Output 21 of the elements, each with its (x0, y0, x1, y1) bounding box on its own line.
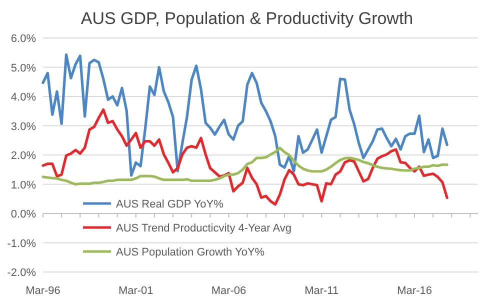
chart-title: AUS GDP, Population & Productivity Growth (80, 9, 414, 28)
line-series (42, 53, 448, 177)
y-tick-label: -1.0% (7, 238, 36, 250)
x-tick-label: Mar-96 (26, 285, 60, 297)
x-tick-label: Mar-01 (118, 285, 154, 297)
line-series (42, 108, 448, 206)
y-tick-label: 1.0% (10, 179, 36, 192)
x-tick-label: Mar-11 (304, 285, 339, 297)
y-tick-label: 4.0% (10, 92, 36, 104)
y-tick-label: 2.0% (10, 150, 36, 162)
legend-label: AUS Population Growth YoY% (116, 246, 265, 258)
x-tick-label: Mar-16 (397, 285, 432, 297)
legend-label: AUS Trend Producticvity 4-Year Avg (116, 222, 292, 234)
x-tick-label: Mar-06 (211, 285, 246, 297)
y-tick-label: -2.0% (7, 267, 36, 279)
y-tick-label: 3.0% (10, 120, 36, 133)
y-tick-label: 0.0% (10, 208, 36, 220)
y-tick-label: 5.0% (10, 62, 36, 74)
y-tick-label: 6.0% (10, 33, 36, 45)
line-series (42, 146, 448, 186)
legend-label: AUS Real GDP YoY% (116, 198, 224, 210)
